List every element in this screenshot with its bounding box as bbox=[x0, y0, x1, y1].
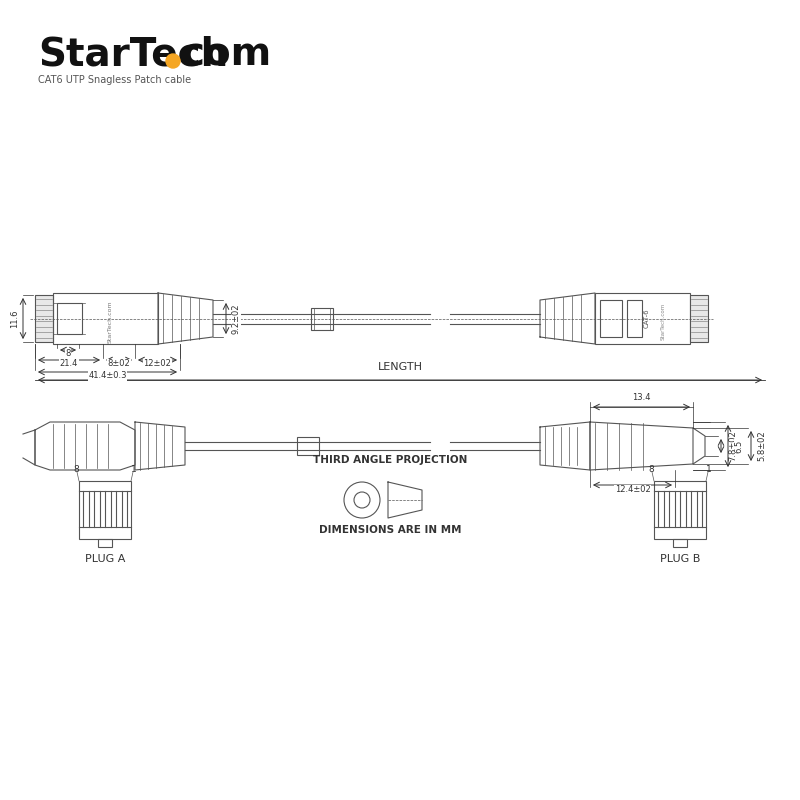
Text: 13.4: 13.4 bbox=[632, 393, 650, 402]
Text: StarTech.com: StarTech.com bbox=[107, 300, 113, 343]
Text: CAT6 UTP Snagless Patch cable: CAT6 UTP Snagless Patch cable bbox=[38, 75, 191, 85]
Text: 1: 1 bbox=[706, 465, 712, 474]
Bar bbox=[79, 481, 131, 539]
Text: 8±02: 8±02 bbox=[108, 359, 130, 369]
Bar bbox=[35, 295, 53, 342]
Text: 12.4±02: 12.4±02 bbox=[614, 486, 650, 494]
Text: 8: 8 bbox=[73, 465, 79, 474]
Bar bbox=[690, 295, 708, 342]
Text: StarTech: StarTech bbox=[38, 36, 228, 74]
Text: 9.2±02: 9.2±02 bbox=[231, 303, 241, 334]
Bar bbox=[310, 307, 333, 330]
Circle shape bbox=[166, 54, 180, 68]
Bar bbox=[654, 481, 706, 539]
Text: CAT-6: CAT-6 bbox=[644, 309, 650, 328]
Bar bbox=[57, 303, 82, 334]
Text: 41.4±0.3: 41.4±0.3 bbox=[88, 371, 126, 381]
Text: 6.5: 6.5 bbox=[734, 439, 743, 453]
Text: 5.8±02: 5.8±02 bbox=[758, 430, 766, 462]
Text: 21.4: 21.4 bbox=[60, 359, 78, 369]
Bar bbox=[595, 293, 690, 344]
Bar bbox=[627, 300, 642, 337]
Text: PLUG B: PLUG B bbox=[660, 554, 700, 564]
Bar bbox=[98, 539, 112, 547]
Text: DIMENSIONS ARE IN MM: DIMENSIONS ARE IN MM bbox=[318, 525, 462, 535]
Text: 8: 8 bbox=[66, 350, 70, 358]
Bar bbox=[600, 300, 622, 337]
Text: StarTech.com: StarTech.com bbox=[661, 303, 666, 340]
Bar bbox=[297, 437, 318, 455]
Bar bbox=[673, 539, 687, 547]
Text: PLUG A: PLUG A bbox=[85, 554, 125, 564]
Text: 11.6: 11.6 bbox=[10, 310, 19, 328]
Text: 8: 8 bbox=[648, 465, 654, 474]
Text: com: com bbox=[181, 36, 271, 74]
Text: 1: 1 bbox=[131, 465, 137, 474]
Text: 12±02: 12±02 bbox=[143, 359, 171, 369]
Text: LENGTH: LENGTH bbox=[378, 362, 422, 372]
Text: THIRD ANGLE PROJECTION: THIRD ANGLE PROJECTION bbox=[313, 455, 467, 465]
Text: 7.8±02: 7.8±02 bbox=[729, 430, 738, 462]
Bar bbox=[53, 293, 158, 344]
